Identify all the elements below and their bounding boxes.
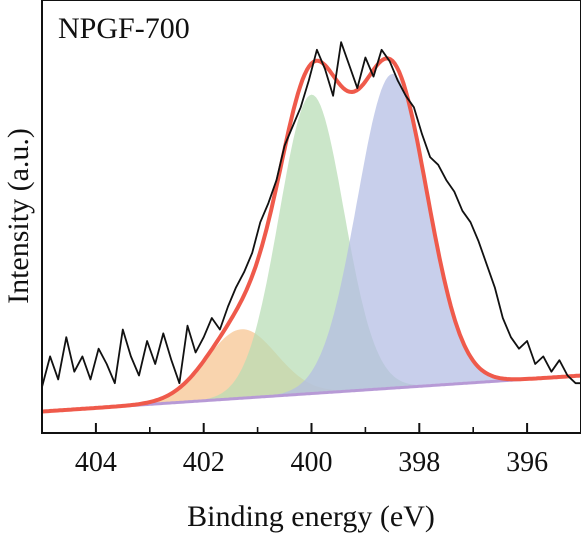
x-tick-label: 404 (75, 447, 117, 478)
x-axis-label: Binding energy (eV) (187, 500, 435, 533)
peak-fill-2 (42, 94, 581, 412)
raw-data-line (41, 41, 581, 388)
fit-envelope-group (41, 56, 581, 414)
raw-data-group (41, 41, 581, 388)
fit-envelope-line (41, 56, 581, 414)
x-tick-label: 398 (398, 447, 440, 478)
x-tick-label: 402 (183, 447, 225, 478)
x-tick-label: 396 (506, 447, 548, 478)
x-tick-labels: 404 402 400 398 396 (75, 447, 548, 478)
x-ticks (41, 423, 581, 433)
peak-fill-3 (42, 73, 581, 412)
chart-title: NPGF-700 (58, 12, 190, 45)
y-axis-label: Intensity (a.u.) (2, 128, 35, 304)
peak-fills (41, 73, 581, 413)
x-tick-label: 400 (291, 447, 333, 478)
